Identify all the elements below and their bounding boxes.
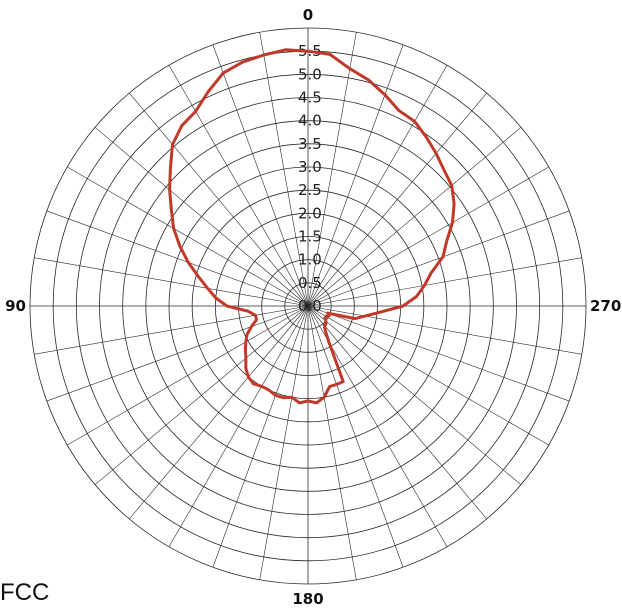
grid-spoke — [259, 32, 309, 307]
r-tick-label: 1.5 — [298, 228, 322, 246]
r-tick-label: 2.5 — [298, 181, 322, 199]
r-tick-label: 5.0 — [298, 65, 322, 83]
grid-spoke — [168, 65, 309, 307]
grid-spoke — [46, 305, 309, 402]
angle-labels: 0 90 180 270 — [5, 6, 621, 608]
angle-label: 180 — [292, 590, 323, 608]
grid-spoke — [129, 305, 309, 520]
r-tick-label: 1.0 — [298, 251, 322, 269]
grid-spoke — [307, 305, 582, 355]
grid-spoke — [307, 44, 404, 307]
r-tick-label: 4.5 — [298, 89, 322, 107]
grid-spoke — [307, 305, 487, 520]
grid-spoke — [212, 305, 309, 568]
grid-spoke — [94, 127, 309, 307]
grid-spoke — [307, 305, 357, 580]
angle-label: 90 — [5, 297, 26, 315]
grid-spoke — [307, 257, 582, 307]
grid-spoke — [259, 305, 309, 580]
grid-spoke — [34, 257, 309, 307]
grid-spoke — [94, 305, 309, 485]
grid-spoke — [307, 305, 570, 402]
grid-spoke — [129, 92, 309, 307]
r-tick-label: 0.0 — [298, 297, 322, 315]
radial-tick-labels: 0.00.51.01.52.02.53.03.54.04.55.05.5 — [298, 42, 322, 315]
angle-label: 270 — [590, 297, 621, 315]
polar-grid — [29, 27, 587, 585]
r-tick-label: 0.5 — [298, 274, 322, 292]
grid-spoke — [307, 65, 448, 307]
grid-spoke — [46, 210, 309, 307]
grid-spoke — [307, 305, 522, 485]
grid-spoke — [307, 92, 487, 307]
grid-spoke — [307, 305, 549, 446]
grid-spoke — [307, 305, 404, 568]
series-group — [168, 48, 456, 405]
r-tick-label: 3.5 — [298, 135, 322, 153]
caption-text: FCC — [0, 579, 50, 606]
grid-spoke — [307, 210, 570, 307]
grid-spoke — [307, 166, 549, 307]
grid-spoke — [34, 305, 309, 355]
angle-label: 0 — [303, 6, 313, 24]
grid-spoke — [67, 166, 309, 307]
grid-spoke — [307, 127, 522, 307]
grid-spoke — [67, 305, 309, 446]
r-tick-label: 2.0 — [298, 204, 322, 222]
grid-spoke — [307, 32, 357, 307]
r-tick-label: 4.0 — [298, 112, 322, 130]
grid-spoke — [212, 44, 309, 307]
r-tick-label: 3.0 — [298, 158, 322, 176]
grid-spoke — [168, 305, 309, 547]
